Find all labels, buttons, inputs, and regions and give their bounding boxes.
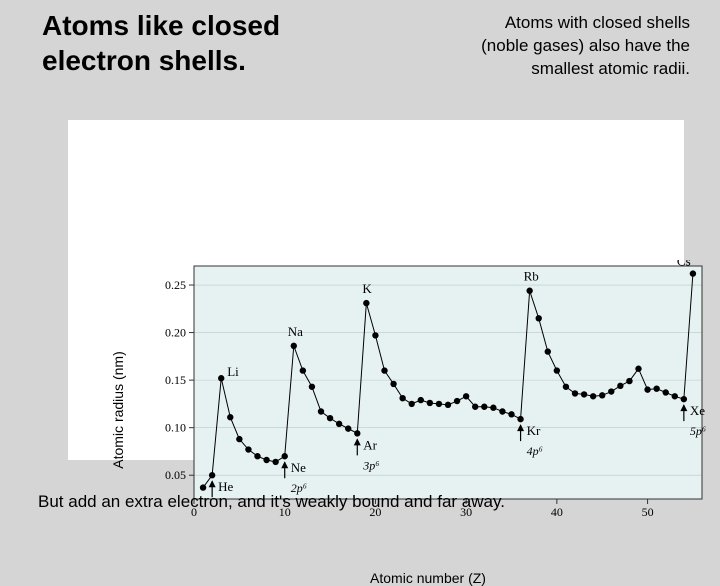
svg-text:Na: Na [288, 324, 303, 339]
title-line-1: Atoms like closed [42, 10, 280, 41]
svg-text:Cs: Cs [677, 260, 691, 269]
chart-container: Atomic radius (nm) 0.050.100.150.200.250… [68, 120, 684, 460]
svg-text:0.15: 0.15 [165, 373, 186, 387]
svg-text:50: 50 [642, 505, 654, 519]
svg-text:0.10: 0.10 [165, 421, 186, 435]
caption-text: But add an extra electron, and it's weak… [38, 492, 505, 512]
svg-text:Li: Li [227, 364, 239, 379]
y-axis-label: Atomic radius (nm) [110, 351, 126, 468]
svg-text:4p⁶: 4p⁶ [527, 444, 543, 458]
svg-text:Ne: Ne [291, 460, 306, 475]
atomic-radius-chart: 0.050.100.150.200.2501020304050LiNaKRbCs… [146, 260, 716, 525]
svg-text:0.25: 0.25 [165, 278, 186, 292]
svg-text:40: 40 [551, 505, 563, 519]
svg-text:5p⁶: 5p⁶ [690, 424, 706, 438]
title-line-2: electron shells. [42, 45, 246, 76]
subtitle: Atoms with closed shells (noble gases) a… [481, 12, 690, 81]
subtitle-line-1: Atoms with closed shells [505, 13, 690, 32]
svg-text:Kr: Kr [527, 423, 541, 438]
svg-text:Xe: Xe [690, 403, 705, 418]
svg-text:0.20: 0.20 [165, 326, 186, 340]
x-axis-label: Atomic number (Z) [370, 570, 486, 586]
svg-text:0.05: 0.05 [165, 468, 186, 482]
subtitle-line-2: (noble gases) also have the [481, 36, 690, 55]
svg-text:3p⁶: 3p⁶ [362, 458, 379, 472]
svg-text:Rb: Rb [524, 269, 539, 284]
svg-text:Ar: Ar [363, 437, 377, 452]
svg-text:K: K [362, 281, 372, 296]
page-title: Atoms like closed electron shells. [42, 8, 280, 78]
subtitle-line-3: smallest atomic radii. [531, 59, 690, 78]
